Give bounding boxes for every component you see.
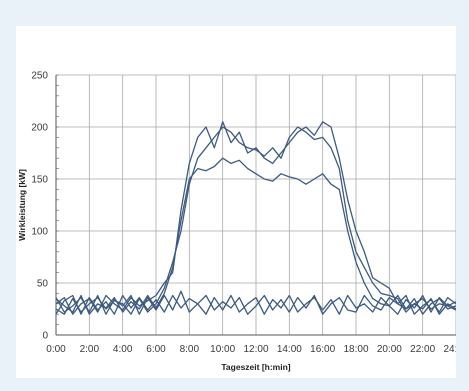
y-tick-label: 100 xyxy=(31,227,48,238)
y-tick-label: 250 xyxy=(31,71,48,82)
x-tick-label: 22:00 xyxy=(410,344,435,355)
y-tick-label: 150 xyxy=(31,175,48,186)
x-tick-label: 20:00 xyxy=(377,344,402,355)
line-chart: 0 50 100 150 200 250 0:00 2:00 4:00 6:00 8:00 10:00… xyxy=(17,71,456,372)
x-tick-label: 24:00 xyxy=(443,344,456,355)
y-tick-label: 200 xyxy=(31,123,48,134)
y-axis-title: Wirkleistung [kW] xyxy=(17,169,27,241)
series-1-line xyxy=(55,121,456,315)
x-tick-label: 8:00 xyxy=(180,344,200,355)
x-tick-label: 18:00 xyxy=(343,344,368,355)
x-axis-title: Tageszeit [h:min] xyxy=(221,362,290,372)
series-2-line xyxy=(55,126,456,315)
x-tick-label: 10:00 xyxy=(210,344,235,355)
x-tick-label: 2:00 xyxy=(80,344,100,355)
x-tick-label: 4:00 xyxy=(113,344,133,355)
x-tick-label: 6:00 xyxy=(146,344,166,355)
x-tick-label: 16:00 xyxy=(310,344,335,355)
y-tick-label: 50 xyxy=(37,279,49,290)
series-4-line xyxy=(55,294,456,315)
x-tick-label: 14:00 xyxy=(277,344,302,355)
x-tick-label: 12:00 xyxy=(243,344,268,355)
series-5-line xyxy=(55,290,456,315)
chart-frame: 0 50 100 150 200 250 0:00 2:00 4:00 6:00 8:00 10:00… xyxy=(16,26,456,378)
x-tick-label: 0:00 xyxy=(46,344,66,355)
y-tick-label: 0 xyxy=(42,331,48,342)
